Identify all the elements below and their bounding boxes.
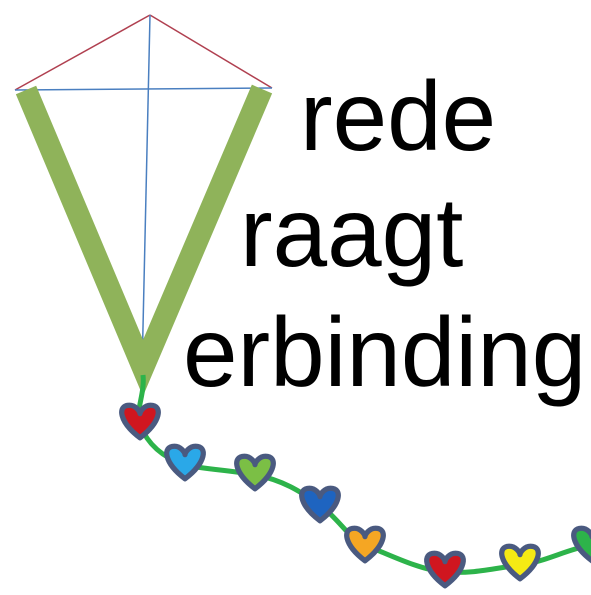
word: rede xyxy=(300,61,496,171)
heart xyxy=(164,443,206,482)
kite-spine xyxy=(141,14,151,373)
word: erbinding xyxy=(183,297,586,407)
heart xyxy=(299,485,341,524)
heart xyxy=(234,453,276,492)
heart xyxy=(424,550,466,589)
heart xyxy=(344,525,386,564)
kite-v xyxy=(15,84,273,397)
kite-edge xyxy=(14,14,151,91)
kite-edge xyxy=(149,14,273,89)
word: raagt xyxy=(240,177,463,287)
kite-spar xyxy=(14,87,273,91)
heart xyxy=(119,402,161,441)
heart xyxy=(499,543,541,582)
heart xyxy=(571,525,591,564)
